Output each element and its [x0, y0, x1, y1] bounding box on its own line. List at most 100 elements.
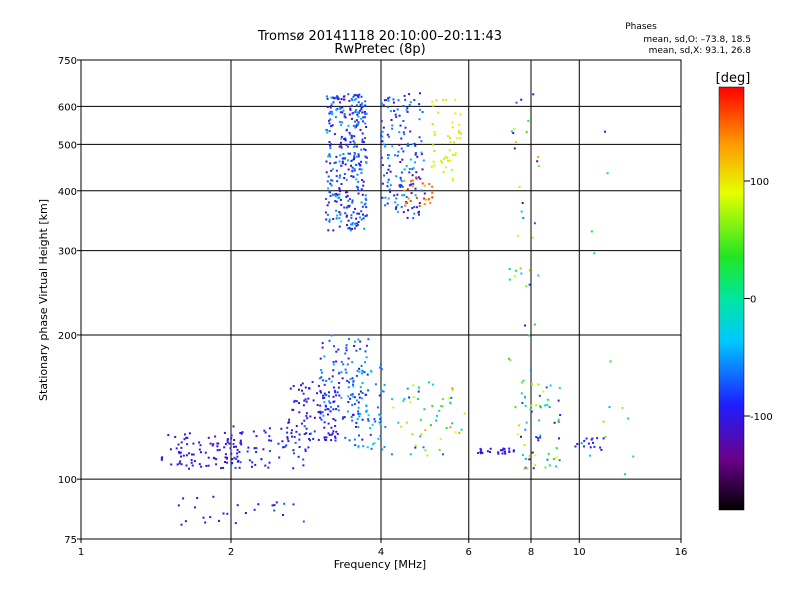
- data-point: [602, 420, 605, 423]
- data-point: [365, 393, 368, 396]
- data-point: [445, 427, 448, 429]
- data-point: [212, 495, 215, 498]
- data-point: [414, 194, 417, 197]
- data-point: [538, 394, 541, 397]
- data-point: [333, 162, 336, 164]
- data-point: [339, 141, 342, 144]
- data-point: [346, 191, 349, 194]
- data-point: [398, 131, 401, 134]
- data-point: [335, 209, 338, 212]
- data-point: [339, 174, 342, 177]
- data-point: [302, 520, 305, 523]
- data-point: [233, 456, 236, 459]
- data-point: [398, 143, 401, 146]
- data-point: [391, 127, 394, 130]
- data-point: [405, 164, 408, 167]
- data-point: [358, 415, 361, 418]
- data-point: [332, 229, 335, 232]
- data-point: [357, 406, 360, 409]
- data-point: [358, 93, 361, 96]
- data-point: [409, 130, 412, 133]
- data-point: [327, 175, 330, 178]
- data-point: [346, 410, 349, 413]
- data-point: [450, 396, 453, 399]
- data-point: [328, 191, 331, 193]
- data-point: [353, 396, 356, 399]
- y-tick-label: 500: [58, 140, 77, 151]
- data-point: [532, 467, 535, 470]
- data-point: [590, 438, 593, 441]
- data-point: [329, 410, 332, 413]
- data-point: [593, 445, 596, 448]
- data-point: [549, 384, 552, 387]
- data-point: [329, 155, 332, 158]
- data-point: [322, 394, 324, 397]
- data-point: [400, 180, 403, 183]
- data-point: [305, 432, 308, 435]
- data-point: [359, 412, 362, 415]
- data-point: [335, 350, 338, 353]
- data-point: [350, 175, 353, 178]
- data-point: [421, 168, 424, 171]
- data-point: [334, 116, 337, 119]
- data-point: [373, 442, 376, 445]
- data-point: [365, 126, 368, 128]
- data-point: [338, 145, 341, 148]
- data-point: [184, 433, 186, 436]
- data-point: [371, 443, 374, 446]
- data-point: [308, 438, 311, 440]
- data-point: [423, 408, 426, 411]
- data-point: [374, 420, 377, 423]
- data-point: [351, 404, 354, 407]
- x-tick-label: 4: [378, 547, 384, 558]
- data-point: [224, 443, 227, 446]
- data-point: [433, 164, 436, 167]
- data-point: [458, 431, 461, 434]
- data-point: [357, 412, 360, 415]
- data-point: [349, 108, 352, 111]
- data-point: [177, 504, 180, 507]
- data-point: [346, 194, 349, 197]
- data-point: [386, 202, 389, 205]
- data-point: [358, 212, 361, 215]
- data-point: [450, 402, 453, 405]
- data-point: [363, 148, 366, 151]
- data-point: [413, 142, 416, 145]
- data-point: [409, 158, 412, 161]
- data-point: [548, 406, 551, 409]
- data-point: [295, 425, 298, 427]
- data-point: [604, 436, 607, 439]
- data-point: [313, 416, 316, 419]
- data-point: [559, 414, 562, 416]
- data-point: [306, 417, 309, 420]
- data-point: [356, 418, 359, 420]
- data-point: [179, 451, 182, 454]
- data-point: [381, 102, 384, 105]
- data-point: [380, 156, 383, 159]
- data-point: [353, 142, 356, 145]
- data-point: [451, 177, 454, 180]
- data-point: [345, 191, 347, 194]
- data-point: [411, 207, 414, 210]
- data-point: [546, 398, 549, 401]
- data-point: [341, 417, 344, 420]
- data-point: [344, 368, 347, 371]
- data-point: [408, 168, 411, 170]
- data-point: [220, 467, 223, 470]
- data-point: [406, 387, 409, 390]
- data-point: [446, 157, 449, 159]
- data-point: [286, 426, 289, 429]
- data-point: [444, 166, 447, 169]
- data-point: [433, 133, 436, 136]
- data-point: [504, 452, 507, 455]
- data-point: [508, 447, 511, 450]
- data-point: [396, 108, 399, 111]
- data-point: [479, 451, 482, 454]
- data-point: [215, 463, 218, 466]
- data-point: [340, 360, 343, 363]
- data-point: [431, 185, 434, 188]
- data-point: [341, 111, 344, 114]
- data-point: [451, 126, 454, 129]
- data-point: [359, 340, 362, 343]
- data-point: [450, 168, 453, 171]
